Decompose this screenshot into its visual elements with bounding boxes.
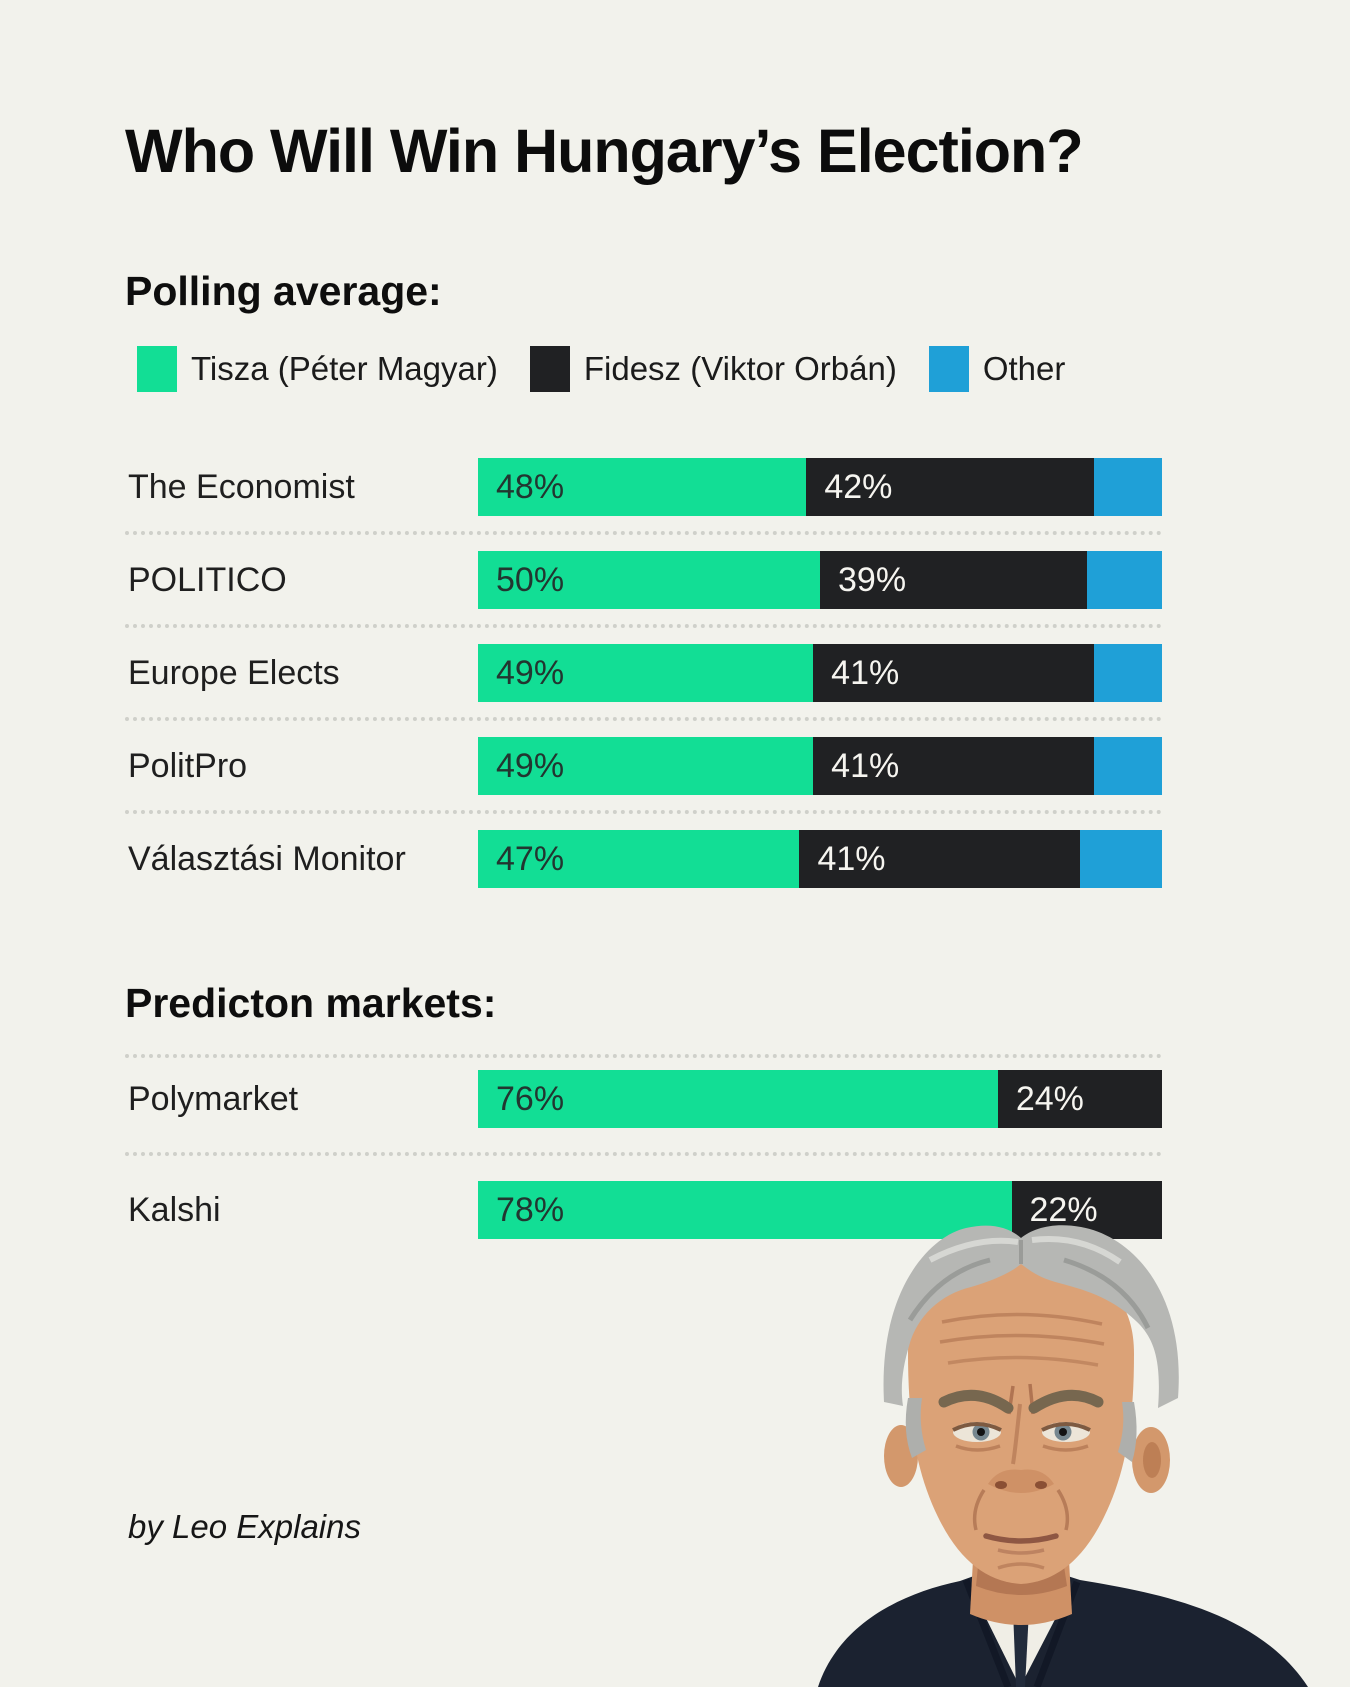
tisza-value: 49% bbox=[496, 653, 565, 692]
orban-photo bbox=[780, 1140, 1350, 1687]
fidesz-segment: 24% bbox=[997, 1070, 1162, 1128]
other-segment bbox=[1093, 644, 1162, 702]
poll-row-europe-elects: Europe Elects 49% 41% bbox=[0, 644, 1350, 702]
tisza-value: 50% bbox=[496, 560, 565, 599]
poll-source-label: Választási Monitor bbox=[128, 839, 406, 878]
section-separator bbox=[125, 1054, 1162, 1058]
byline: by Leo Explains bbox=[128, 1508, 361, 1545]
fidesz-value: 24% bbox=[1015, 1079, 1084, 1118]
legend-label-fidesz: Fidesz (Viktor Orbán) bbox=[583, 350, 897, 387]
chart-legend: Tisza (Péter Magyar) Fidesz (Viktor Orbá… bbox=[137, 346, 1097, 392]
tisza-value: 78% bbox=[496, 1190, 565, 1229]
other-color-swatch bbox=[928, 346, 969, 392]
tisza-value: 49% bbox=[496, 746, 565, 785]
fidesz-value: 42% bbox=[824, 467, 893, 506]
market-source-label: Kalshi bbox=[128, 1190, 221, 1229]
legend-label-tisza: Tisza (Péter Magyar) bbox=[191, 350, 498, 387]
poll-row-economist: The Economist 48% 42% bbox=[0, 458, 1350, 516]
row-separator bbox=[125, 1152, 1162, 1156]
tisza-color-swatch bbox=[137, 346, 177, 392]
stacked-bar: 49% 41% bbox=[478, 644, 1162, 702]
other-segment bbox=[1093, 458, 1162, 516]
fidesz-segment: 41% bbox=[813, 644, 1094, 702]
market-row-polymarket: Polymarket 76% 24% bbox=[0, 1070, 1350, 1128]
legend-item-fidesz: Fidesz (Viktor Orbán) bbox=[529, 346, 897, 392]
tisza-segment: 49% bbox=[478, 644, 814, 702]
poll-row-politico: POLITICO 50% 39% bbox=[0, 551, 1350, 609]
tisza-segment: 76% bbox=[478, 1070, 998, 1128]
market-source-label: Polymarket bbox=[128, 1079, 299, 1118]
poll-row-valasztasi-monitor: Választási Monitor 47% 41% bbox=[0, 830, 1350, 888]
row-separator bbox=[125, 717, 1162, 721]
legend-item-other: Other bbox=[928, 346, 1066, 392]
tisza-segment: 78% bbox=[478, 1181, 1012, 1239]
legend-label-other: Other bbox=[982, 350, 1066, 387]
poll-source-label: POLITICO bbox=[128, 560, 287, 599]
poll-source-label: Europe Elects bbox=[128, 653, 340, 692]
markets-section-heading: Predicton markets: bbox=[125, 980, 497, 1026]
other-segment bbox=[1079, 830, 1162, 888]
polling-section-heading: Polling average: bbox=[125, 268, 442, 314]
fidesz-value: 41% bbox=[831, 746, 900, 785]
page-title: Who Will Win Hungary’s Election? bbox=[125, 117, 1084, 185]
poll-row-politpro: PolitPro 49% 41% bbox=[0, 737, 1350, 795]
row-separator bbox=[125, 531, 1162, 535]
row-separator bbox=[125, 624, 1162, 628]
stacked-bar: 47% 41% bbox=[478, 830, 1162, 888]
tisza-segment: 47% bbox=[478, 830, 800, 888]
fidesz-segment: 39% bbox=[820, 551, 1087, 609]
stacked-bar: 50% 39% bbox=[478, 551, 1162, 609]
other-segment bbox=[1093, 737, 1162, 795]
fidesz-segment: 41% bbox=[799, 830, 1080, 888]
fidesz-value: 39% bbox=[838, 560, 907, 599]
tisza-segment: 50% bbox=[478, 551, 820, 609]
stacked-bar: 49% 41% bbox=[478, 737, 1162, 795]
fidesz-segment: 41% bbox=[813, 737, 1094, 795]
poll-source-label: The Economist bbox=[128, 467, 355, 506]
legend-item-tisza: Tisza (Péter Magyar) bbox=[137, 346, 498, 392]
stacked-bar: 48% 42% bbox=[478, 458, 1162, 516]
poll-source-label: PolitPro bbox=[128, 746, 248, 785]
fidesz-value: 41% bbox=[831, 653, 900, 692]
fidesz-value: 41% bbox=[817, 839, 886, 878]
fidesz-value: 22% bbox=[1029, 1190, 1098, 1229]
stacked-bar: 76% 24% bbox=[478, 1070, 1162, 1128]
other-segment bbox=[1086, 551, 1162, 609]
fidesz-color-swatch bbox=[529, 346, 570, 392]
orban-photo-graphic bbox=[818, 1225, 1308, 1687]
fidesz-segment: 42% bbox=[806, 458, 1094, 516]
row-separator bbox=[125, 810, 1162, 814]
tisza-value: 47% bbox=[496, 839, 565, 878]
tisza-segment: 49% bbox=[478, 737, 814, 795]
tisza-value: 48% bbox=[496, 467, 565, 506]
tisza-value: 76% bbox=[496, 1079, 565, 1118]
tisza-segment: 48% bbox=[478, 458, 807, 516]
